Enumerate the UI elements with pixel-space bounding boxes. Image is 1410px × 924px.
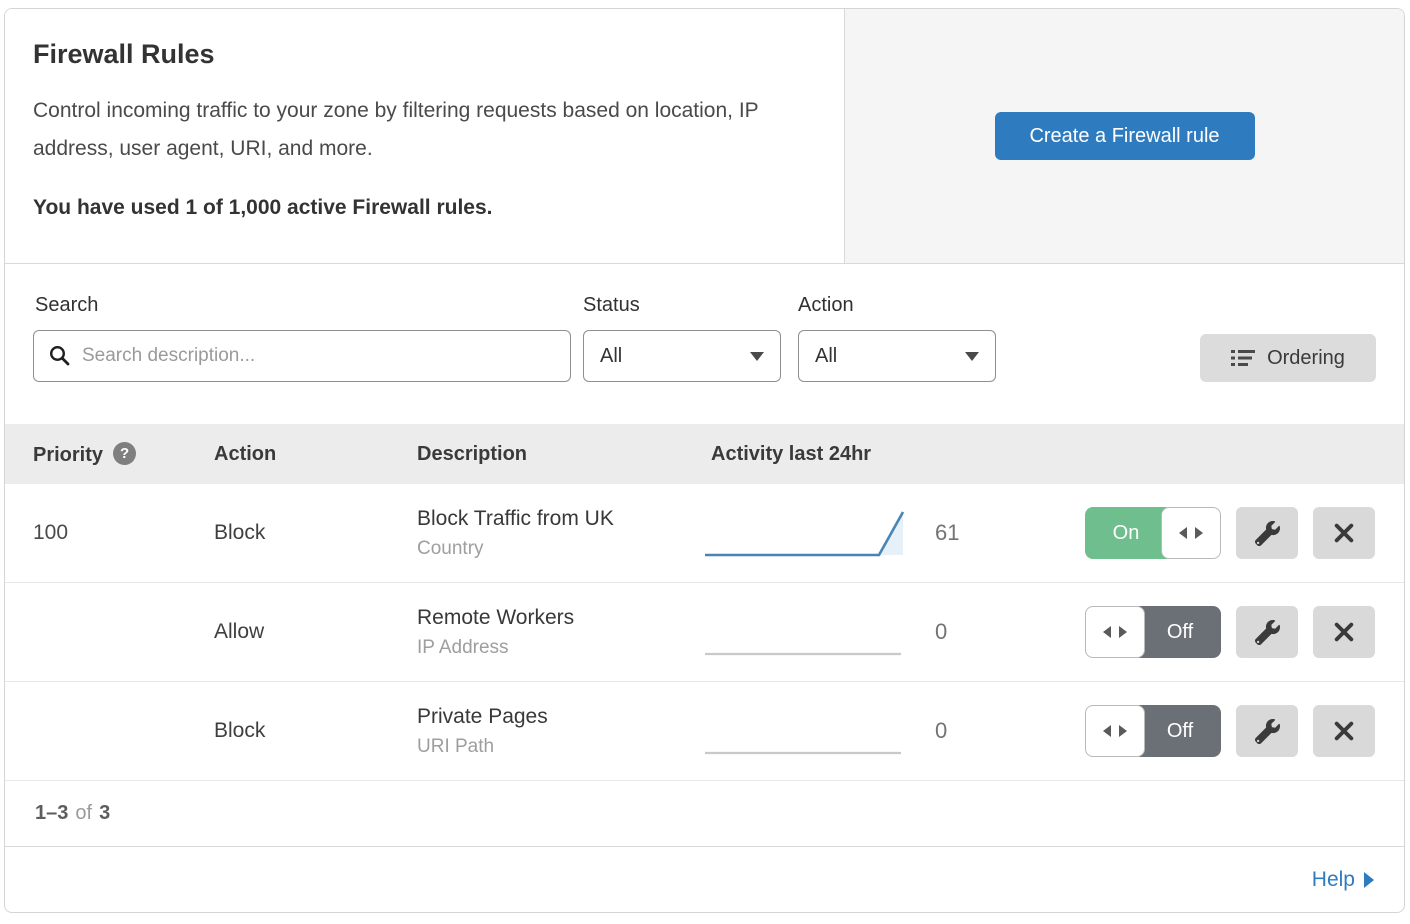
search-icon bbox=[49, 345, 70, 366]
activity-sparkline-chart bbox=[705, 751, 901, 755]
rule-description-cell: Block Traffic from UK Country bbox=[417, 507, 703, 560]
activity-count: 61 bbox=[935, 520, 960, 545]
wrench-icon bbox=[1254, 619, 1280, 645]
rule-description: Block Traffic from UK bbox=[417, 506, 614, 530]
rule-controls: On bbox=[1083, 507, 1404, 559]
status-select[interactable]: All bbox=[583, 330, 781, 382]
caret-down-icon bbox=[965, 351, 979, 361]
rule-type: URI Path bbox=[417, 735, 495, 757]
filter-bar: Search Status All Action All Ordering bbox=[5, 264, 1404, 424]
delete-rule-button[interactable] bbox=[1313, 705, 1375, 757]
search-field-wrap bbox=[33, 330, 571, 382]
pagination-of: of bbox=[75, 802, 93, 824]
caret-down-icon bbox=[750, 351, 764, 361]
rule-description: Remote Workers bbox=[417, 605, 575, 629]
delete-rule-button[interactable] bbox=[1313, 507, 1375, 559]
ordered-list-icon bbox=[1231, 350, 1256, 366]
firewall-rule-row: Allow Remote Workers IP Address 0 Off bbox=[5, 583, 1404, 682]
rule-enabled-toggle[interactable]: Off bbox=[1085, 705, 1221, 757]
usage-note: You have used 1 of 1,000 active Firewall… bbox=[33, 196, 493, 219]
edit-rule-button[interactable] bbox=[1236, 705, 1298, 757]
help-link-label: Help bbox=[1311, 867, 1355, 891]
help-link[interactable]: Help bbox=[1312, 868, 1374, 892]
rule-activity-cell: 61 bbox=[703, 505, 1083, 561]
edit-rule-button[interactable] bbox=[1236, 606, 1298, 658]
status-select-value: All bbox=[600, 344, 623, 367]
firewall-rules-panel: Firewall Rules Control incoming traffic … bbox=[4, 8, 1405, 913]
ordering-button[interactable]: Ordering bbox=[1200, 334, 1376, 382]
pagination-range: 1–3 bbox=[35, 802, 69, 824]
rule-action: Block bbox=[214, 719, 266, 742]
rule-priority: 100 bbox=[33, 521, 69, 544]
rule-description: Private Pages bbox=[417, 704, 548, 728]
column-header-activity: Activity last 24hr bbox=[711, 442, 872, 465]
close-icon bbox=[1334, 523, 1354, 543]
close-icon bbox=[1334, 622, 1354, 642]
action-select-value: All bbox=[815, 344, 838, 367]
left-right-arrows-icon bbox=[1103, 626, 1127, 638]
toggle-handle[interactable] bbox=[1161, 507, 1221, 559]
rule-controls: Off bbox=[1083, 606, 1404, 658]
rule-type: Country bbox=[417, 537, 484, 559]
edit-rule-button[interactable] bbox=[1236, 507, 1298, 559]
search-input[interactable] bbox=[33, 330, 571, 382]
toggle-state-label: On bbox=[1085, 507, 1167, 559]
column-header-action: Action bbox=[214, 442, 277, 465]
wrench-icon bbox=[1254, 520, 1280, 546]
question-mark-icon[interactable]: ? bbox=[113, 441, 137, 465]
toggle-handle[interactable] bbox=[1085, 606, 1145, 658]
page-title: Firewall Rules bbox=[33, 39, 215, 69]
activity-sparkline-chart bbox=[705, 652, 901, 656]
activity-sparkline-chart bbox=[705, 511, 905, 557]
create-firewall-rule-button[interactable]: Create a Firewall rule bbox=[994, 112, 1255, 160]
table-header: Priority? Action Description Activity la… bbox=[5, 424, 1404, 484]
column-header-priority: Priority? bbox=[33, 441, 214, 467]
search-label: Search bbox=[35, 294, 99, 316]
firewall-rule-row: 100 Block Block Traffic from UK Country … bbox=[5, 484, 1404, 583]
toggle-state-label: Off bbox=[1139, 705, 1221, 757]
left-right-arrows-icon bbox=[1179, 527, 1203, 539]
rule-controls: Off bbox=[1083, 705, 1404, 757]
ordering-button-label: Ordering bbox=[1267, 346, 1345, 369]
toggle-state-label: Off bbox=[1139, 606, 1221, 658]
status-label: Status bbox=[583, 294, 640, 316]
activity-count: 0 bbox=[935, 619, 948, 644]
rule-description-cell: Private Pages URI Path bbox=[417, 705, 703, 758]
help-arrow-icon bbox=[1364, 871, 1374, 888]
rule-description-cell: Remote Workers IP Address bbox=[417, 606, 703, 659]
rule-action: Block bbox=[214, 521, 266, 544]
rule-activity-cell: 0 bbox=[703, 604, 1083, 660]
rule-enabled-toggle[interactable]: Off bbox=[1085, 606, 1221, 658]
delete-rule-button[interactable] bbox=[1313, 606, 1375, 658]
page-header-text: Firewall Rules Control incoming traffic … bbox=[5, 9, 845, 263]
rule-action: Allow bbox=[214, 620, 265, 643]
close-icon bbox=[1334, 721, 1354, 741]
wrench-icon bbox=[1254, 718, 1280, 744]
rule-activity-cell: 0 bbox=[703, 703, 1083, 759]
column-header-description: Description bbox=[417, 442, 528, 465]
action-select[interactable]: All bbox=[798, 330, 996, 382]
pagination-total: 3 bbox=[99, 802, 111, 824]
help-bar: Help bbox=[5, 847, 1404, 912]
page-header-action-area: Create a Firewall rule bbox=[845, 9, 1404, 263]
action-label: Action bbox=[798, 294, 854, 316]
rule-enabled-toggle[interactable]: On bbox=[1085, 507, 1221, 559]
page-header: Firewall Rules Control incoming traffic … bbox=[5, 9, 1404, 264]
left-right-arrows-icon bbox=[1103, 725, 1127, 737]
firewall-rule-row: Block Private Pages URI Path 0 Off bbox=[5, 682, 1404, 781]
pagination-bar: 1–3 of 3 bbox=[5, 781, 1404, 847]
rule-type: IP Address bbox=[417, 636, 509, 658]
activity-count: 0 bbox=[935, 718, 948, 743]
toggle-handle[interactable] bbox=[1085, 705, 1145, 757]
page-description: Control incoming traffic to your zone by… bbox=[33, 99, 759, 160]
